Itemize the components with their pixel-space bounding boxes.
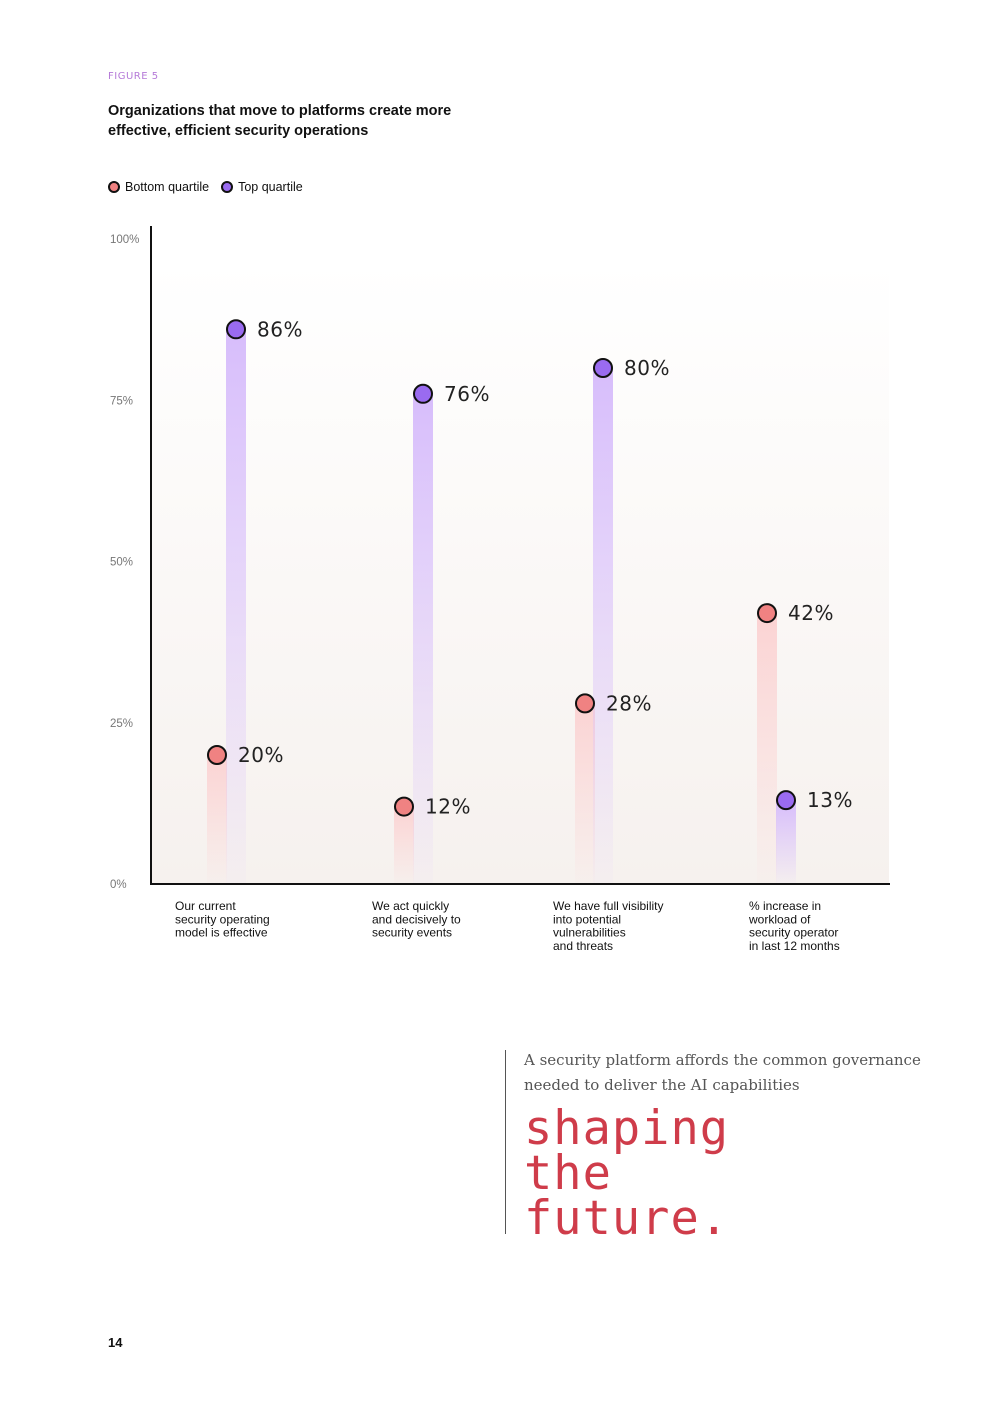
x-category-label-line: security operator: [749, 926, 838, 940]
bottom-quartile-point: [575, 693, 595, 714]
top-quartile-bar: [593, 368, 613, 884]
bottom-quartile-value-label: 20%: [238, 743, 284, 767]
chart: 0% 25% 50% 75% 100% 20% 12% 28% 42% 86% 76% 80% 13%…: [110, 226, 890, 953]
top-quartile-bar: [413, 393, 433, 884]
top-quartile-point: [413, 383, 433, 404]
x-category-label-line: into potential: [553, 912, 621, 926]
legend-label-bottom: Bottom quartile: [125, 180, 210, 194]
top-quartile-point: [226, 319, 246, 340]
quote-heading-line: the: [524, 1146, 612, 1201]
figure-label: FIGURE 5: [108, 71, 159, 82]
pull-quote: A security platform affords the common g…: [505, 1050, 924, 1242]
x-category-label: Our current security operating model is ef…: [175, 899, 270, 940]
top-quartile-marker-icon: [221, 181, 234, 193]
top-quartile-value-label: 86%: [257, 317, 303, 341]
top-quartile-bar: [776, 800, 796, 884]
bottom-quartile-bar: [207, 755, 227, 884]
top-quartile-value-label: 80%: [624, 356, 670, 380]
x-category-label-line: workload of: [748, 912, 811, 926]
page-number: 14: [108, 1335, 123, 1350]
quote-text: A security platform affords the common g…: [524, 1051, 921, 1094]
y-tick-label: 0%: [110, 879, 127, 891]
x-category-label: % increase in workload of security operato…: [748, 899, 840, 953]
bottom-quartile-point: [207, 745, 227, 765]
bottom-quartile-value-label: 12%: [425, 795, 471, 819]
legend: Bottom quartile Top quartile: [108, 180, 315, 194]
x-category-label: We act quickly and decisively to security …: [372, 899, 461, 940]
y-tick-label: 50%: [110, 557, 133, 569]
bottom-quartile-marker-icon: [108, 181, 120, 193]
bottom-quartile-value-label: 28%: [606, 691, 652, 715]
x-category-label-line: and threats: [553, 939, 613, 953]
x-category-label-line: security events: [372, 926, 452, 940]
x-category-label-line: security operating: [175, 912, 270, 926]
x-category-label-line: % increase in: [749, 899, 821, 913]
x-category-label-line: in last 12 months: [749, 939, 840, 953]
bottom-quartile-point: [394, 796, 414, 817]
legend-item-bottom-quartile: Bottom quartile: [108, 180, 209, 194]
chart-background: [151, 262, 889, 884]
x-category-label-line: We have full visibility: [553, 899, 663, 913]
top-quartile-value-label: 76%: [444, 382, 490, 406]
quote-heading: shaping the future.: [524, 1101, 924, 1246]
chart-title: Organizations that move to platforms cre…: [108, 103, 452, 139]
x-category-label-line: vulnerabilities: [553, 926, 626, 940]
quote-heading-line: shaping: [524, 1101, 730, 1156]
x-category-label-line: Our current: [175, 899, 236, 913]
bottom-quartile-bar: [757, 613, 777, 884]
bottom-quartile-bar: [575, 703, 595, 884]
top-quartile-value-label: 13%: [807, 788, 853, 812]
y-tick-label: 25%: [110, 718, 133, 730]
x-category-label-line: model is effective: [175, 926, 268, 940]
x-category-label: We have full visibility into potential vul…: [553, 899, 663, 953]
bottom-quartile-point: [757, 603, 777, 624]
top-quartile-bar: [226, 329, 246, 884]
x-category-label-line: and decisively to: [372, 912, 461, 926]
quote-heading-line: future.: [524, 1191, 730, 1246]
y-tick-label: 100%: [110, 234, 139, 246]
legend-label-top: Top quartile: [238, 180, 303, 194]
bottom-quartile-bar: [394, 806, 414, 884]
legend-item-top-quartile: Top quartile: [221, 180, 303, 194]
x-category-label-line: We act quickly: [372, 899, 449, 913]
top-quartile-point: [593, 358, 613, 378]
bottom-quartile-value-label: 42%: [788, 601, 834, 625]
y-tick-label: 75%: [110, 395, 133, 407]
top-quartile-point: [776, 790, 796, 811]
